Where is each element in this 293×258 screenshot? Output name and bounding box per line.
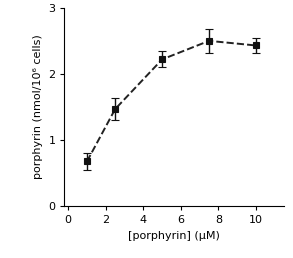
Y-axis label: porphyrin (nmol/10⁶ cells): porphyrin (nmol/10⁶ cells) — [33, 35, 43, 180]
X-axis label: [porphyrin] (μM): [porphyrin] (μM) — [128, 231, 220, 241]
